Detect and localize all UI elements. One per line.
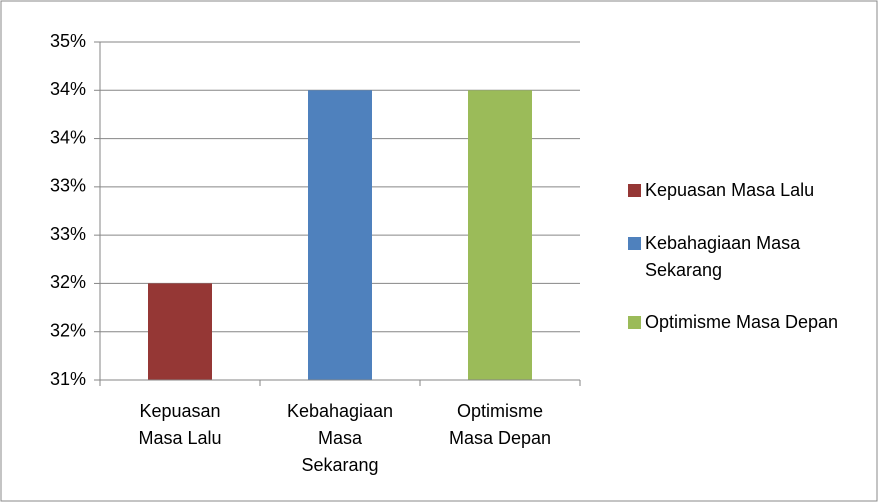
- y-tick-label: 33%: [50, 176, 86, 196]
- x-tick-label: Kepuasan Masa Lalu: [138, 401, 222, 448]
- y-tick-label: 34%: [50, 79, 86, 99]
- legend-swatch: [628, 184, 641, 197]
- bar: [468, 90, 532, 381]
- legend-label: Optimisme Masa Depan: [645, 312, 839, 332]
- y-tick-label: 32%: [50, 272, 86, 292]
- y-tick-label: 32%: [50, 320, 86, 340]
- x-tick-label: Kebahagiaan Masa Sekarang: [286, 401, 394, 475]
- y-tick-label: 34%: [50, 127, 86, 147]
- bar: [148, 283, 212, 380]
- x-tick-label: Optimisme Masa Depan: [448, 401, 552, 448]
- y-tick-label: 33%: [50, 224, 86, 244]
- bar: [308, 90, 372, 381]
- legend-swatch: [628, 316, 641, 329]
- legend-label: Kepuasan Masa Lalu: [645, 180, 815, 200]
- y-tick-label: 35%: [50, 31, 86, 51]
- legend-label: Kebahagiaan Masa Sekarang: [645, 233, 801, 280]
- legend-swatch: [628, 237, 641, 250]
- y-tick-label: 31%: [50, 369, 86, 389]
